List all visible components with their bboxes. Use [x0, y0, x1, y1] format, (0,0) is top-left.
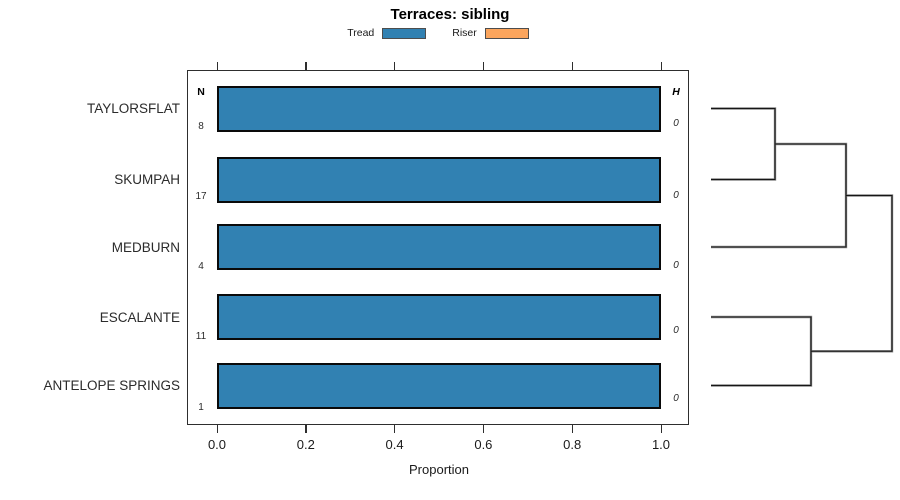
- h-value: 0: [673, 393, 679, 404]
- legend-swatch-tread-icon: [382, 27, 427, 39]
- n-value: 1: [198, 401, 204, 413]
- n-column-header: N: [197, 86, 205, 98]
- axis-tick-bottom: [482, 425, 485, 433]
- bar-tread-taylorsflat: [217, 85, 661, 132]
- y-label-escalante: ESCALANTE: [99, 309, 180, 325]
- axis-tick-bottom: [571, 425, 574, 433]
- x-tick-label: 0.0: [207, 437, 227, 452]
- axis-tick-top: [482, 62, 485, 70]
- y-label-taylorsflat: TAYLORSFLAT: [86, 101, 180, 116]
- x-tick-label: 0.8: [563, 437, 582, 452]
- axis-tick-top: [216, 62, 218, 70]
- y-label-skumpah: SKUMPAH: [114, 172, 180, 187]
- axis-tick-bottom: [394, 425, 396, 433]
- n-value: 8: [198, 121, 204, 132]
- x-tick-label: 0.6: [474, 437, 493, 452]
- axis-tick-top: [305, 62, 307, 70]
- chart-title: Terraces: sibling: [390, 6, 510, 23]
- bar-tread-antelope-springs: [217, 362, 661, 409]
- h-value: 0: [673, 118, 679, 129]
- legend-swatch-riser-icon: [484, 27, 529, 39]
- axis-tick-top: [660, 62, 662, 70]
- x-tick-label: 0.2: [296, 437, 315, 452]
- n-value: 17: [195, 191, 207, 202]
- legend-item-tread: Tread: [347, 27, 427, 39]
- y-label-medburn: MEDBURN: [111, 239, 180, 255]
- legend: Tread Riser: [187, 26, 689, 40]
- bar-tread-skumpah: [217, 156, 661, 203]
- axis-tick-bottom: [216, 425, 218, 433]
- h-value: 0: [673, 325, 679, 336]
- n-value: 11: [195, 330, 207, 342]
- x-tick-label: 1.0: [651, 437, 671, 452]
- h-value: 0: [673, 189, 679, 201]
- axis-tick-top: [571, 62, 574, 70]
- bar-tread-medburn: [217, 224, 661, 270]
- axis-tick-bottom: [305, 425, 307, 433]
- x-axis-title: Proportion: [409, 462, 469, 477]
- bar-tread-escalante: [217, 294, 661, 340]
- axis-tick-top: [394, 62, 396, 70]
- y-label-antelope-springs: ANTELOPE SPRINGS: [43, 378, 180, 393]
- legend-label-riser: Riser: [452, 27, 477, 39]
- h-column-header: H: [672, 86, 680, 98]
- x-tick-label: 0.4: [385, 437, 404, 452]
- n-value: 4: [198, 261, 204, 272]
- legend-item-riser: Riser: [452, 27, 529, 39]
- h-value: 0: [673, 259, 679, 271]
- legend-label-tread: Tread: [347, 27, 375, 39]
- axis-tick-bottom: [660, 425, 662, 433]
